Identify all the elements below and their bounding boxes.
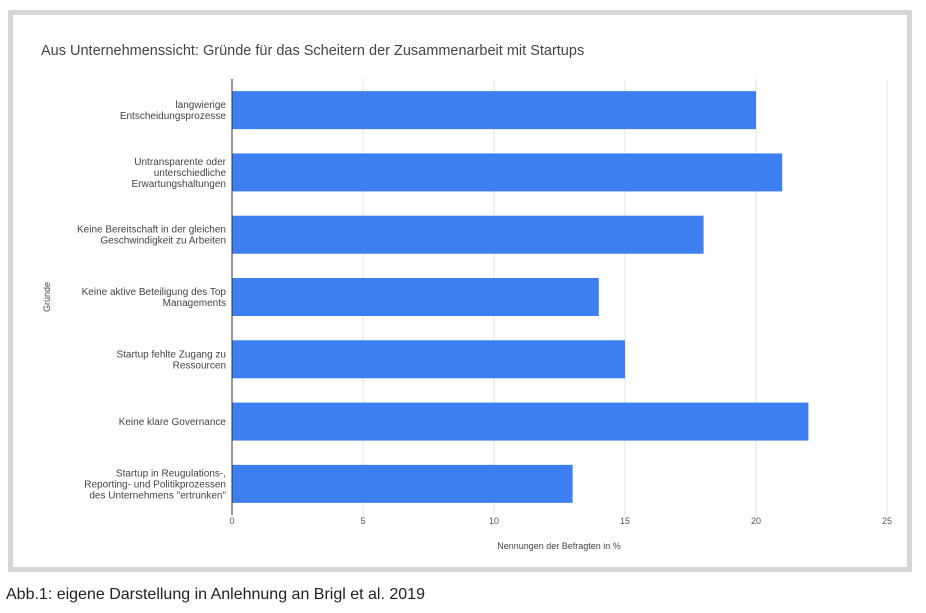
x-tick-label: 5 (360, 516, 365, 526)
category-label: Untransparente oder (134, 157, 226, 168)
category-label: Startup fehlte Zugang zu (116, 349, 226, 360)
x-tick-label: 20 (751, 516, 761, 526)
category-label: unterschiedliche (154, 168, 227, 179)
bar (232, 340, 625, 379)
category-label: Startup in Reugulations-, (116, 468, 226, 479)
bar (232, 278, 599, 316)
bar (232, 153, 783, 192)
x-axis-title: Nennungen der Befragten in % (497, 541, 621, 551)
category-label: langwierige (175, 100, 226, 111)
category-label: Keine Bereitschaft in der gleichen (77, 225, 226, 236)
bar (232, 215, 704, 254)
y-axis-title: Gründe (42, 282, 52, 312)
category-label: Geschwindigkeit zu Arbeiten (100, 236, 226, 247)
chart-frame: Aus Unternehmenssicht: Gründe für das Sc… (8, 10, 912, 572)
category-label: Erwartungshaltungen (131, 179, 226, 190)
category-label: Reporting- und Politikprozessen (84, 479, 226, 490)
bar (232, 402, 809, 441)
x-tick-label: 25 (882, 516, 892, 526)
category-label: Keine aktive Beteiligung des Top (82, 287, 227, 298)
category-label: Entscheidungsprozesse (120, 111, 227, 122)
bar (232, 464, 573, 503)
category-label: Keine klare Governance (119, 417, 227, 428)
x-tick-label: 15 (620, 516, 630, 526)
figure-caption: Abb.1: eigene Darstellung in Anlehnung a… (6, 586, 425, 603)
x-tick-label: 0 (229, 516, 234, 526)
chart-title: Aus Unternehmenssicht: Gründe für das Sc… (41, 43, 585, 59)
bar-chart: 0 5 10 15 20 25 langwierigeEntscheidungsprozes… (42, 79, 892, 551)
category-label: des Unternehmens "ertrunken" (89, 490, 226, 501)
category-label: Ressourcen (173, 360, 226, 371)
category-label: Managements (163, 298, 226, 309)
bar (232, 91, 756, 130)
x-tick-label: 10 (489, 516, 499, 526)
